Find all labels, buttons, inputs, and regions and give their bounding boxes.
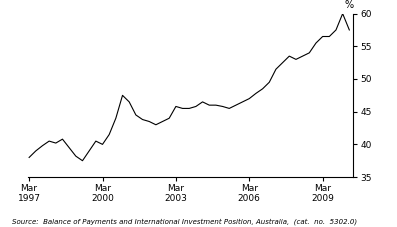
Text: %: % <box>344 0 353 10</box>
Text: Source:  Balance of Payments and International Investment Position, Australia,  : Source: Balance of Payments and Internat… <box>12 218 357 225</box>
